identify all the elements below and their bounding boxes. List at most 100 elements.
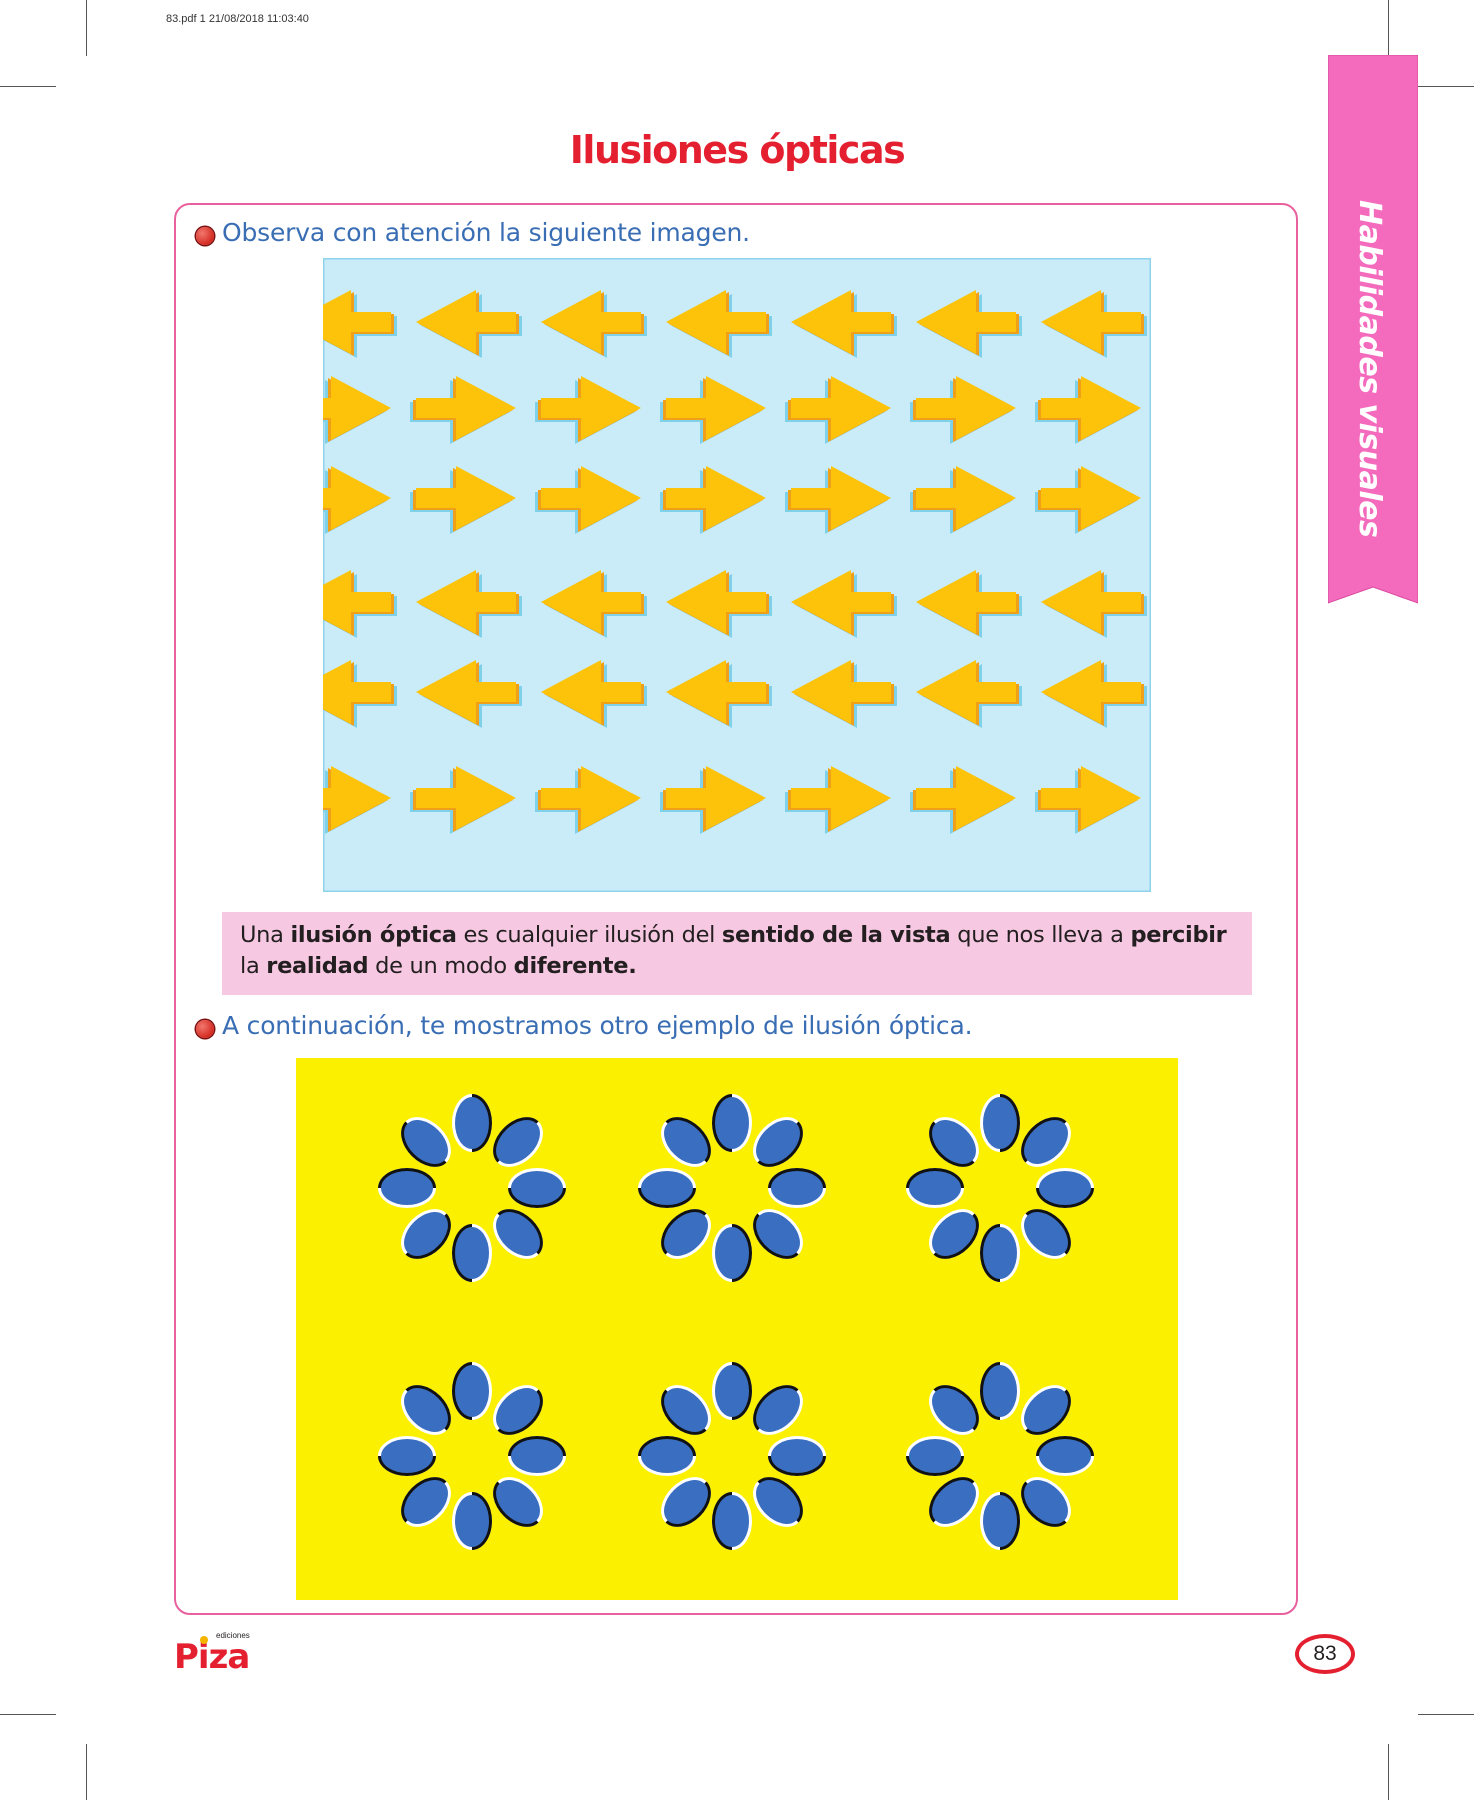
side-tab <box>1328 55 1418 604</box>
crop-mark <box>86 1744 87 1800</box>
ellipse-petal <box>401 1209 451 1259</box>
ellipse-petal <box>929 1209 979 1259</box>
ellipse-petal <box>493 1385 543 1435</box>
publisher-logo-small: ediciones <box>216 1631 250 1640</box>
ellipse-petal <box>1021 1385 1071 1435</box>
arrow-left-icon <box>916 570 1022 638</box>
ellipse-petal <box>712 1362 752 1420</box>
ellipse-petal <box>712 1094 752 1152</box>
ellipse-petal <box>980 1094 1020 1152</box>
ellipse-petal <box>452 1492 492 1550</box>
instruction-observe: Observa con atención la siguiente imagen… <box>222 218 750 247</box>
arrow-right-icon <box>535 376 641 444</box>
ellipse-petal <box>929 1477 979 1527</box>
ellipse-petal <box>753 1117 803 1167</box>
arrow-left-icon <box>323 570 397 638</box>
ellipse-petal <box>980 1362 1020 1420</box>
side-tab-shape <box>1328 55 1418 604</box>
ellipse-petal <box>768 1168 826 1208</box>
ellipse-petal <box>753 1477 803 1527</box>
arrow-right-icon <box>660 376 766 444</box>
flower-figure <box>638 1362 826 1550</box>
ellipse-petal <box>661 1209 711 1259</box>
ellipse-petal <box>753 1209 803 1259</box>
arrow-right-icon <box>910 466 1016 534</box>
ellipse-petal <box>508 1436 566 1476</box>
ellipse-petal <box>452 1362 492 1420</box>
crop-mark <box>86 0 87 56</box>
ellipse-petal <box>906 1168 964 1208</box>
arrow-left-icon <box>416 660 522 728</box>
arrow-left-icon <box>541 570 647 638</box>
ellipse-petal <box>493 1477 543 1527</box>
ellipse-petal <box>378 1168 436 1208</box>
arrow-right-icon <box>660 466 766 534</box>
arrow-left-icon <box>541 660 647 728</box>
arrow-left-icon <box>666 570 772 638</box>
arrow-left-icon <box>916 660 1022 728</box>
ellipse-petal <box>661 1477 711 1527</box>
ellipse-petal <box>1021 1117 1071 1167</box>
flower-grid <box>378 1094 1094 1550</box>
ellipse-petal <box>493 1117 543 1167</box>
arrow-right-icon <box>785 766 891 834</box>
arrow-right-icon <box>535 466 641 534</box>
crop-mark <box>0 1714 56 1715</box>
publisher-logo: ediciones Piza <box>174 1631 250 1672</box>
arrow-left-icon <box>323 290 397 358</box>
arrow-left-icon <box>791 660 897 728</box>
page-number: 83 <box>1313 1642 1337 1665</box>
arrow-left-icon <box>323 660 397 728</box>
definition-term: ilusión óptica <box>290 922 457 948</box>
crop-mark <box>1418 1714 1474 1715</box>
arrow-right-icon <box>323 466 391 534</box>
ellipse-petal <box>638 1436 696 1476</box>
crop-mark <box>1388 0 1389 56</box>
arrows-illusion-figure <box>323 258 1151 892</box>
arrow-right-icon <box>323 766 391 834</box>
arrow-right-icon <box>660 766 766 834</box>
definition-term: realidad <box>266 953 369 979</box>
ellipse-petal <box>712 1492 752 1550</box>
arrow-left-icon <box>1041 570 1147 638</box>
side-tab-label: Habilidades visuales <box>1352 200 1387 538</box>
arrow-right-icon <box>410 766 516 834</box>
instruction-example: A continuación, te mostramos otro ejempl… <box>222 1011 973 1040</box>
ellipse-petal <box>661 1117 711 1167</box>
ellipse-petal <box>452 1094 492 1152</box>
page-number-badge: 83 <box>1295 1634 1355 1674</box>
ellipse-petal <box>712 1224 752 1282</box>
arrow-left-icon <box>916 290 1022 358</box>
page-title: Ilusiones ópticas <box>569 128 906 172</box>
ellipse-petal <box>768 1436 826 1476</box>
arrow-right-icon <box>910 766 1016 834</box>
ellipse-petal <box>452 1224 492 1282</box>
arrow-left-icon <box>416 290 522 358</box>
ellipse-petal <box>401 1117 451 1167</box>
ellipse-petal <box>929 1117 979 1167</box>
arrow-right-icon <box>1035 466 1141 534</box>
arrow-right-icon <box>410 376 516 444</box>
logo-dot-icon <box>200 1636 208 1644</box>
ellipse-petal <box>980 1492 1020 1550</box>
definition-term: sentido de la vista <box>721 922 951 948</box>
definition-text: que nos lleva a <box>950 922 1131 948</box>
ellipse-petal <box>661 1385 711 1435</box>
publisher-logo-main: Piza <box>174 1637 249 1672</box>
arrow-grid <box>323 290 1147 834</box>
arrow-left-icon <box>1041 660 1147 728</box>
ellipse-petal <box>1036 1436 1094 1476</box>
crop-mark <box>1418 86 1474 87</box>
ellipse-petal <box>401 1477 451 1527</box>
arrow-left-icon <box>791 290 897 358</box>
ellipse-petal <box>1021 1477 1071 1527</box>
arrow-left-icon <box>666 290 772 358</box>
ellipse-petal <box>638 1168 696 1208</box>
ellipse-petal <box>980 1224 1020 1282</box>
arrow-right-icon <box>410 466 516 534</box>
arrow-right-icon <box>910 376 1016 444</box>
ellipse-petal <box>378 1436 436 1476</box>
arrow-right-icon <box>1035 766 1141 834</box>
definition-term: percibir <box>1130 922 1227 948</box>
ellipse-petal <box>929 1385 979 1435</box>
